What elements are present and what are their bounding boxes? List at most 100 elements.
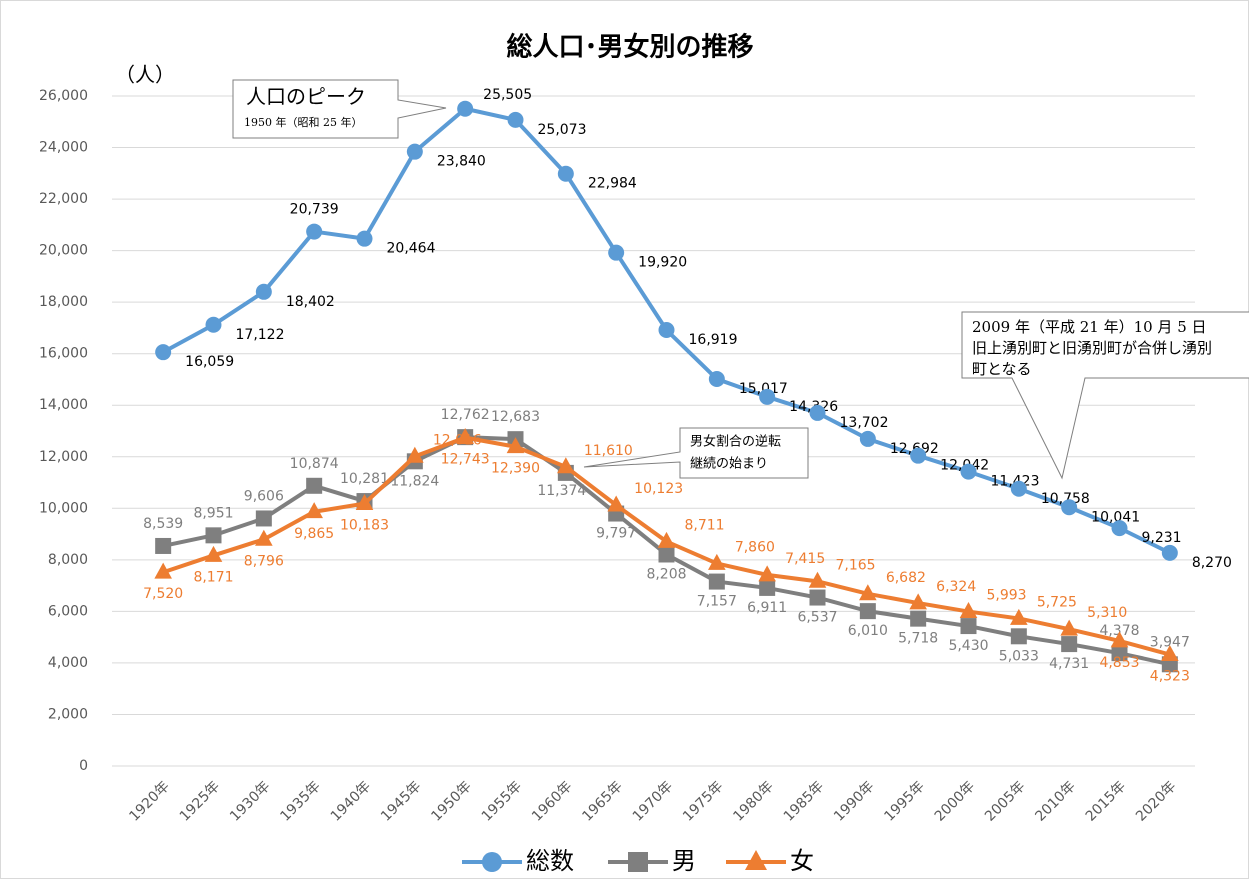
data-label: 10,758 bbox=[1041, 491, 1090, 507]
data-label: 6,537 bbox=[797, 610, 837, 626]
marker bbox=[859, 430, 876, 447]
legend-item: 男 bbox=[608, 847, 696, 875]
data-label: 9,797 bbox=[596, 526, 636, 542]
data-label: 8,539 bbox=[143, 516, 183, 532]
data-label: 5,725 bbox=[1037, 594, 1077, 610]
data-label: 18,402 bbox=[286, 294, 335, 310]
data-label: 20,464 bbox=[387, 241, 436, 257]
marker bbox=[1111, 645, 1128, 662]
annotation-text: 町となる bbox=[972, 360, 1032, 378]
legend-label: 男 bbox=[672, 847, 696, 875]
marker bbox=[155, 344, 172, 361]
annotation-text: 人口のピーク bbox=[246, 85, 366, 109]
data-label: 22,984 bbox=[588, 176, 637, 192]
marker bbox=[305, 502, 323, 519]
marker bbox=[1010, 608, 1028, 625]
data-label: 6,324 bbox=[936, 579, 976, 595]
callout-box bbox=[961, 311, 1249, 480]
data-label: 15,017 bbox=[739, 381, 788, 397]
legend-label: 女 bbox=[790, 847, 814, 875]
data-label: 4,853 bbox=[1099, 655, 1139, 671]
y-axis-label: （人） bbox=[115, 63, 175, 87]
marker bbox=[960, 463, 977, 480]
annotation-text: 継続の始まり bbox=[690, 457, 768, 472]
data-label: 16,919 bbox=[689, 332, 738, 348]
callout-box bbox=[583, 427, 809, 479]
y-tick-label: 20,000 bbox=[39, 243, 88, 259]
marker bbox=[204, 545, 223, 562]
data-label: 5,718 bbox=[898, 631, 938, 647]
marker bbox=[155, 537, 172, 554]
marker bbox=[507, 111, 524, 128]
marker bbox=[758, 565, 776, 582]
marker bbox=[1161, 644, 1179, 661]
data-label: 8,951 bbox=[193, 505, 233, 521]
data-label: 4,731 bbox=[1049, 656, 1089, 672]
y-tick-label: 22,000 bbox=[39, 191, 88, 207]
data-label: 4,323 bbox=[1150, 669, 1190, 685]
marker bbox=[205, 527, 222, 544]
marker bbox=[1161, 544, 1178, 561]
callout-box bbox=[232, 79, 447, 139]
marker bbox=[1110, 631, 1129, 648]
marker bbox=[456, 428, 474, 445]
marker bbox=[759, 579, 776, 596]
data-label: 7,860 bbox=[735, 539, 775, 555]
marker bbox=[205, 316, 222, 333]
data-label: 10,123 bbox=[634, 481, 683, 497]
y-tick-label: 8,000 bbox=[48, 552, 88, 568]
marker bbox=[1060, 619, 1078, 636]
annotation: 男女割合の逆転 継続の始まり bbox=[583, 427, 809, 479]
marker bbox=[745, 850, 767, 870]
marker bbox=[356, 230, 373, 247]
marker bbox=[506, 437, 525, 454]
data-label: 25,505 bbox=[483, 87, 532, 103]
annotation: 人口のピーク 1950 年（昭和 25 年） bbox=[232, 79, 447, 139]
marker bbox=[607, 495, 625, 512]
annotation-text: 2009 年（平成 21 年）10 月 5 日 bbox=[972, 318, 1207, 336]
data-label: 11,610 bbox=[584, 443, 633, 459]
marker bbox=[255, 529, 273, 546]
marker bbox=[482, 852, 502, 872]
marker bbox=[255, 510, 272, 527]
data-label: 11,423 bbox=[991, 474, 1040, 490]
annotation-text: 1950 年（昭和 25 年） bbox=[244, 115, 362, 129]
data-label: 7,520 bbox=[143, 586, 183, 602]
marker bbox=[255, 283, 272, 300]
data-label: 5,430 bbox=[948, 638, 988, 654]
data-label: 8,171 bbox=[193, 569, 233, 585]
data-label: 7,157 bbox=[697, 594, 737, 610]
data-label: 12,743 bbox=[441, 452, 490, 468]
data-label: 13,702 bbox=[840, 415, 889, 431]
marker bbox=[859, 584, 877, 601]
data-label: 11,374 bbox=[537, 483, 586, 499]
data-label: 17,122 bbox=[236, 327, 285, 343]
data-label: 8,208 bbox=[646, 566, 686, 582]
data-label: 10,041 bbox=[1091, 509, 1140, 525]
y-tick-label: 16,000 bbox=[39, 346, 88, 362]
data-label: 5,033 bbox=[999, 648, 1039, 664]
marker bbox=[909, 593, 927, 610]
data-label: 12,683 bbox=[491, 409, 540, 425]
data-label: 10,281 bbox=[340, 471, 389, 487]
marker bbox=[628, 852, 648, 872]
legend-item: 総数 bbox=[462, 847, 574, 875]
data-label: 23,840 bbox=[437, 154, 486, 170]
data-label: 7,165 bbox=[836, 557, 876, 573]
data-label: 4,378 bbox=[1099, 623, 1139, 639]
marker bbox=[1111, 520, 1128, 537]
y-tick-label: 2,000 bbox=[48, 706, 88, 722]
data-label: 6,911 bbox=[747, 600, 787, 616]
annotation-text: 男女割合の逆転 bbox=[690, 434, 781, 450]
marker bbox=[457, 100, 474, 117]
data-label: 16,059 bbox=[185, 354, 234, 370]
marker bbox=[759, 388, 776, 405]
annotation-text: 旧上湧別町と旧湧別町が合併し湧別 bbox=[972, 339, 1212, 357]
marker bbox=[658, 546, 675, 563]
annotation: 2009 年（平成 21 年）10 月 5 日 旧上湧別町と旧湧別町が合併し湧別… bbox=[961, 311, 1249, 480]
